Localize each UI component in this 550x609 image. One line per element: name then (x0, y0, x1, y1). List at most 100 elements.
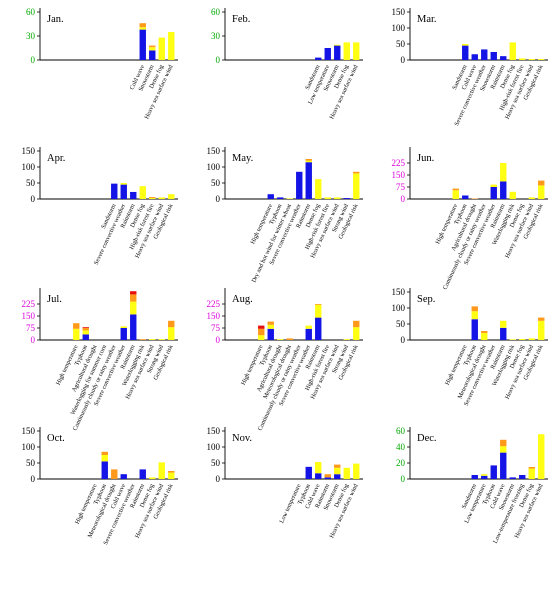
panel-title: Jul. (47, 294, 62, 305)
bar-segment-yellow (471, 311, 478, 320)
bar-segment-blue (305, 162, 312, 199)
bar-segment-blue (343, 198, 350, 199)
panel-3: 0 50 100 150 Apr. Sandstorm Severe convective … (2, 143, 182, 329)
y-tick-label: 150 (392, 170, 406, 180)
y-tick-label: 225 (392, 158, 406, 168)
y-tick-label: 150 (207, 426, 221, 436)
bar-segment-orange (315, 304, 322, 305)
y-tick-label: 150 (207, 311, 221, 321)
bar-segment-orange (139, 23, 146, 28)
panel-11: 0 20 40 60 Dec. Sandstorm Low temperature Typho… (372, 423, 550, 609)
bar-segment-blue (315, 317, 322, 340)
y-tick-label: 50 (211, 178, 221, 188)
y-tick-label: 50 (26, 178, 36, 188)
y-tick-label: 100 (22, 162, 36, 172)
bar-segment-yellow (509, 191, 516, 199)
bar-segment-yellow (519, 58, 526, 60)
bar-segment-blue (149, 50, 156, 60)
y-tick-label: 75 (396, 182, 406, 192)
y-tick-label: 225 (207, 299, 221, 309)
bar-segment-yellow (353, 327, 360, 340)
panel-2: 0 50 100 150 Mar. Sandstorm Cold wave Severe co… (372, 4, 550, 190)
bar-segment-yellow (538, 185, 545, 199)
y-tick-label: 100 (392, 23, 406, 33)
bar-segment-orange (471, 198, 478, 200)
bar-segment-yellow (528, 197, 535, 199)
bar-segment-blue (101, 461, 108, 479)
bar-segment-yellow (168, 472, 175, 479)
bar-segment-yellow (519, 339, 526, 340)
bar-segment-blue (519, 475, 526, 479)
panel-title: Jan. (47, 14, 64, 25)
bar-segment-red (82, 327, 89, 328)
bar-segment-blue (500, 327, 507, 340)
bar-segment-yellow (139, 27, 146, 30)
bar-segment-blue (509, 477, 516, 479)
bar-segment-yellow (158, 339, 165, 340)
bar-segment-yellow (286, 198, 293, 199)
bar-segment-orange (538, 317, 545, 321)
panel-4: 0 50 100 150 May. High temperature Typhoon Dry … (187, 143, 367, 329)
y-tick-label: 150 (22, 426, 36, 436)
bar-segment-yellow (343, 339, 350, 340)
bar-segment-yellow (509, 339, 516, 340)
bar-segment-yellow (149, 47, 156, 51)
bar-segment-yellow (168, 32, 175, 60)
bar-segment-orange (82, 328, 89, 331)
bar-segment-orange (500, 439, 507, 447)
y-tick-label: 0 (401, 474, 406, 484)
bar-segment-blue (111, 183, 118, 199)
bar-segment-yellow (305, 325, 312, 329)
bar-segment-yellow (528, 338, 535, 340)
bar-segment-blue (462, 195, 469, 199)
bar-segment-blue (471, 319, 478, 340)
bar-segment-yellow (500, 446, 507, 453)
bar-segment-orange (353, 320, 360, 328)
bar-segment-yellow (315, 179, 322, 199)
bar-segment-orange (149, 45, 156, 48)
panel-title: Oct. (47, 433, 65, 444)
y-tick-label: 75 (26, 323, 36, 333)
bar-segment-blue (305, 328, 312, 340)
y-tick-label: 0 (216, 474, 221, 484)
bar-segment-blue (120, 184, 127, 199)
bar-segment-yellow (315, 462, 322, 474)
bar-segment-orange (481, 331, 488, 333)
bar-segment-blue (334, 474, 341, 479)
y-tick-label: 60 (396, 426, 406, 436)
panel-title: May. (232, 153, 253, 164)
panel-title: Nov. (232, 433, 252, 444)
bar-segment-yellow (277, 339, 284, 340)
y-tick-label: 50 (26, 458, 36, 468)
panel-1: 0 30 60 Feb. Sandstorm Low temperature Snowsto… (187, 4, 367, 190)
bar-segment-yellow (158, 462, 165, 479)
panel-7: 0 75 150 225 Aug. High temperature Typhoon Agri… (187, 284, 367, 470)
bar-segment-blue (305, 466, 312, 479)
panel-6: 0 75 150 225 Jul. High temperature Typhoon Agri… (2, 284, 182, 470)
y-tick-label: 0 (401, 194, 406, 204)
bar-segment-yellow (353, 173, 360, 199)
bar-segment-blue (130, 191, 137, 199)
y-tick-label: 20 (396, 458, 406, 468)
bar-segment-red (130, 291, 137, 295)
y-tick-label: 50 (211, 458, 221, 468)
bar-segment-blue (500, 181, 507, 199)
bar-segment-yellow (334, 197, 341, 199)
panel-title: Sep. (417, 294, 435, 305)
y-tick-label: 100 (207, 442, 221, 452)
bar-segment-yellow (168, 327, 175, 340)
bar-segment-blue (296, 171, 303, 199)
bar-segment-blue (139, 29, 146, 60)
bar-segment-yellow (509, 42, 516, 60)
bar-segment-blue (139, 469, 146, 479)
bar-segment-yellow (481, 474, 488, 476)
panel-8: 0 50 100 150 Sep. High temperature Typhoon Mete… (372, 284, 550, 470)
bar-segment-yellow (334, 44, 341, 46)
bar-segment-blue (462, 45, 469, 60)
y-tick-label: 150 (392, 287, 406, 297)
y-tick-label: 100 (22, 442, 36, 452)
